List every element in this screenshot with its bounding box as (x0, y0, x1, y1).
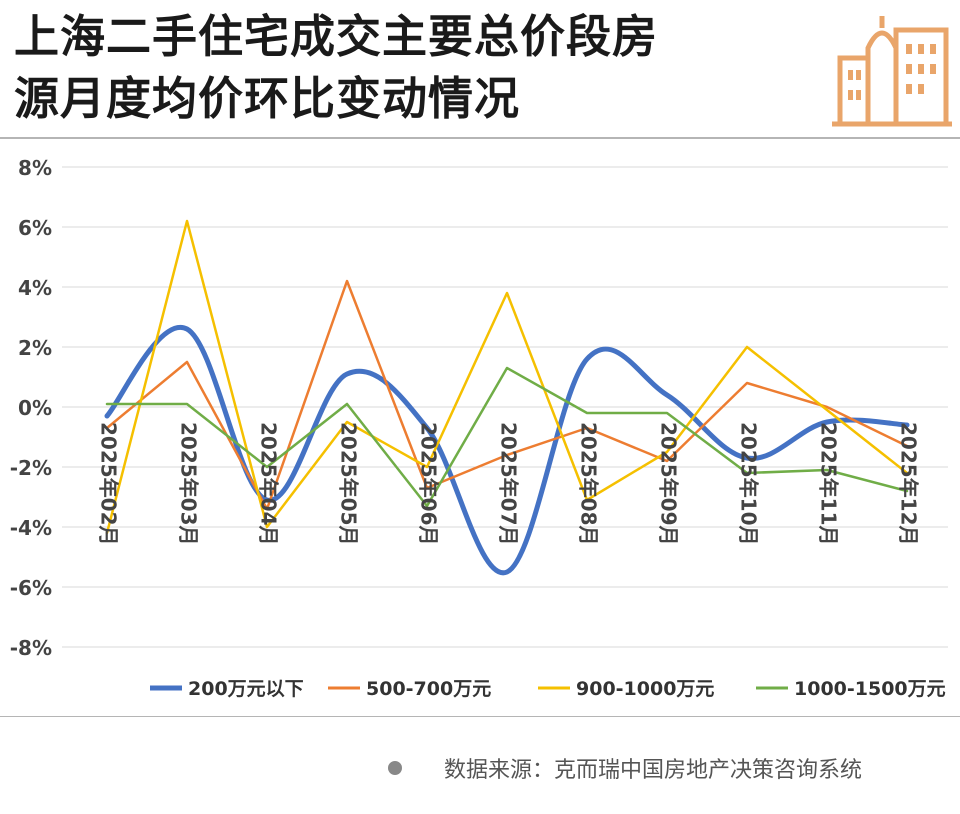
footer-divider (0, 716, 960, 717)
y-tick-label: -8% (10, 636, 52, 660)
x-tick-label: 2025年08月 (577, 422, 601, 546)
series-line-0 (104, 324, 910, 576)
x-tick-label: 2025年11月 (817, 422, 841, 546)
legend-label: 900-1000万元 (576, 678, 714, 700)
line-chart: 8% 6% 4% 2% 0% -2% -4% -6% -8% 2025年02月 2025年03月 20… (10, 156, 948, 700)
title-divider (0, 137, 960, 139)
y-tick-label: -2% (10, 456, 52, 480)
series-line-1 (105, 279, 909, 511)
x-tick-label: 2025年07月 (497, 422, 521, 546)
x-tick-label: 2025年03月 (177, 422, 201, 546)
y-tick-label: 6% (18, 216, 52, 240)
x-tick-label: 2025年09月 (657, 422, 681, 546)
y-tick-label: 4% (18, 276, 52, 300)
legend-label: 200万元以下 (188, 678, 304, 700)
legend-label: 1000-1500万元 (794, 678, 946, 700)
x-tick-label: 2025年04月 (257, 422, 281, 546)
chart-title: 上海二手住宅成交主要总价段房 源月度均价环比变动情况 (14, 6, 658, 130)
series-line-3 (105, 366, 909, 508)
y-tick-label: 0% (18, 396, 52, 420)
x-tick-label: 2025年12月 (897, 422, 921, 546)
y-tick-label: -4% (10, 516, 52, 540)
x-tick-label: 2025年02月 (97, 422, 121, 546)
legend-label: 500-700万元 (366, 678, 491, 700)
source-note: 数据来源：克而瑞中国房地产决策咨询系统 (388, 752, 862, 784)
source-text: 数据来源：克而瑞中国房地产决策咨询系统 (444, 758, 863, 783)
bullet-dot-icon (388, 761, 402, 775)
x-tick-label: 2025年06月 (417, 422, 441, 546)
x-tick-label: 2025年05月 (337, 422, 361, 546)
x-tick-label: 2025年10月 (737, 422, 761, 546)
building-icon (832, 16, 952, 127)
y-tick-label: -6% (10, 576, 52, 600)
y-tick-label: 8% (18, 156, 52, 180)
y-tick-label: 2% (18, 336, 52, 360)
title-line-1: 上海二手住宅成交主要总价段房 (14, 10, 659, 63)
series-line-2 (105, 219, 909, 535)
title-line-2: 源月度均价环比变动情况 (14, 72, 521, 125)
